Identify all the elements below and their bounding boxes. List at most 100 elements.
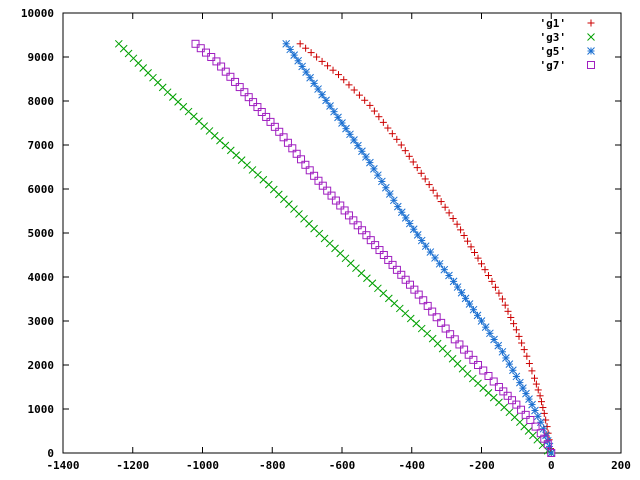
data-point: [392, 265, 401, 274]
y-tick-label: 10000: [21, 7, 54, 20]
data-point: [378, 177, 386, 186]
data-point: [388, 130, 396, 138]
data-point: [473, 311, 482, 320]
data-point: [217, 62, 226, 71]
data-point: [362, 231, 371, 240]
data-point: [491, 283, 499, 291]
data-point: [525, 360, 533, 368]
data-point: [481, 323, 490, 332]
data-point: [226, 72, 235, 81]
data-point: [469, 305, 478, 314]
data-point: [350, 136, 358, 144]
data-point: [313, 53, 321, 61]
data-point: [275, 127, 284, 136]
data-point: [323, 186, 332, 195]
legend-marker: [587, 61, 595, 69]
data-point: [421, 175, 429, 183]
data-point: [371, 241, 380, 250]
data-point: [516, 378, 524, 387]
data-point: [410, 285, 419, 294]
data-point: [536, 429, 545, 438]
data-point: [446, 330, 455, 339]
data-point: [340, 206, 349, 215]
data-point: [520, 346, 528, 354]
data-point: [449, 215, 457, 223]
x-tick-label: -1200: [116, 459, 149, 472]
data-point: [114, 39, 123, 48]
data-point: [405, 152, 413, 160]
data-point: [474, 361, 483, 369]
legend-label: 'g7': [540, 59, 567, 72]
data-point: [401, 147, 409, 155]
data-point: [512, 326, 520, 334]
x-tick-label: -1000: [186, 459, 219, 472]
data-point: [358, 226, 367, 235]
data-point: [366, 236, 375, 245]
data-point: [547, 449, 556, 457]
data-point: [499, 387, 508, 396]
data-point: [253, 103, 262, 112]
data-point: [207, 53, 216, 61]
data-point: [478, 260, 485, 268]
data-point: [467, 243, 475, 251]
data-point: [374, 171, 382, 180]
data-point: [409, 158, 417, 166]
legend-label: 'g1': [540, 17, 567, 30]
data-point: [494, 383, 503, 391]
legend-marker: [587, 19, 595, 27]
data-point: [502, 354, 510, 362]
data-point: [515, 332, 523, 340]
data-point: [302, 68, 310, 76]
y-tick-label: 5000: [28, 227, 55, 240]
data-point: [414, 290, 423, 299]
x-tick-label: -200: [468, 459, 495, 472]
legend-marker: [587, 33, 595, 41]
data-point: [528, 367, 536, 375]
data-point: [384, 255, 393, 264]
data-point: [318, 57, 326, 65]
data-point: [240, 88, 249, 97]
data-point: [432, 313, 441, 322]
data-point: [294, 56, 303, 65]
data-point: [366, 158, 374, 167]
data-point: [201, 48, 210, 57]
data-point: [507, 313, 515, 321]
data-point: [381, 183, 390, 192]
data-point: [362, 153, 370, 161]
legend: 'g1''g3''g5''g7': [540, 17, 595, 72]
data-point: [401, 275, 410, 284]
data-point: [297, 155, 306, 164]
data-point: [431, 254, 439, 262]
data-point: [406, 280, 415, 289]
data-point: [484, 372, 493, 380]
data-point: [370, 107, 378, 115]
data-point: [509, 366, 517, 375]
data-point: [307, 49, 315, 57]
data-point: [266, 117, 275, 126]
data-point: [489, 377, 498, 386]
y-tick-label: 3000: [28, 315, 55, 328]
data-point: [440, 265, 449, 274]
data-point: [379, 118, 387, 126]
y-tick-label: 6000: [28, 183, 55, 196]
data-point: [292, 149, 301, 158]
data-point: [355, 91, 363, 99]
data-point: [539, 404, 547, 412]
data-point: [537, 398, 545, 406]
data-point: [350, 86, 358, 94]
data-point: [358, 147, 366, 156]
data-point: [437, 198, 445, 206]
data-point: [441, 324, 450, 333]
data-point: [453, 220, 461, 228]
data-point: [344, 211, 353, 220]
data-point: [464, 237, 472, 245]
data-marks: [114, 39, 556, 457]
data-point: [460, 232, 468, 240]
data-point: [441, 203, 449, 211]
data-point: [235, 83, 244, 92]
plot-frame: [62, 12, 622, 454]
data-point: [543, 423, 551, 431]
data-point: [539, 424, 548, 433]
x-tick-label: 0: [548, 459, 555, 472]
